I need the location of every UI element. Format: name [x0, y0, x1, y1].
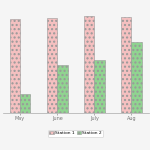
Bar	[121, 16, 132, 112]
Bar	[132, 42, 142, 112]
Bar	[20, 94, 30, 112]
Bar	[10, 19, 20, 112]
Bar	[57, 64, 68, 112]
Bar	[84, 15, 94, 112]
Legend: Station 1, Station 2: Station 1, Station 2	[48, 130, 103, 137]
Bar	[47, 18, 57, 112]
Bar	[94, 60, 105, 112]
